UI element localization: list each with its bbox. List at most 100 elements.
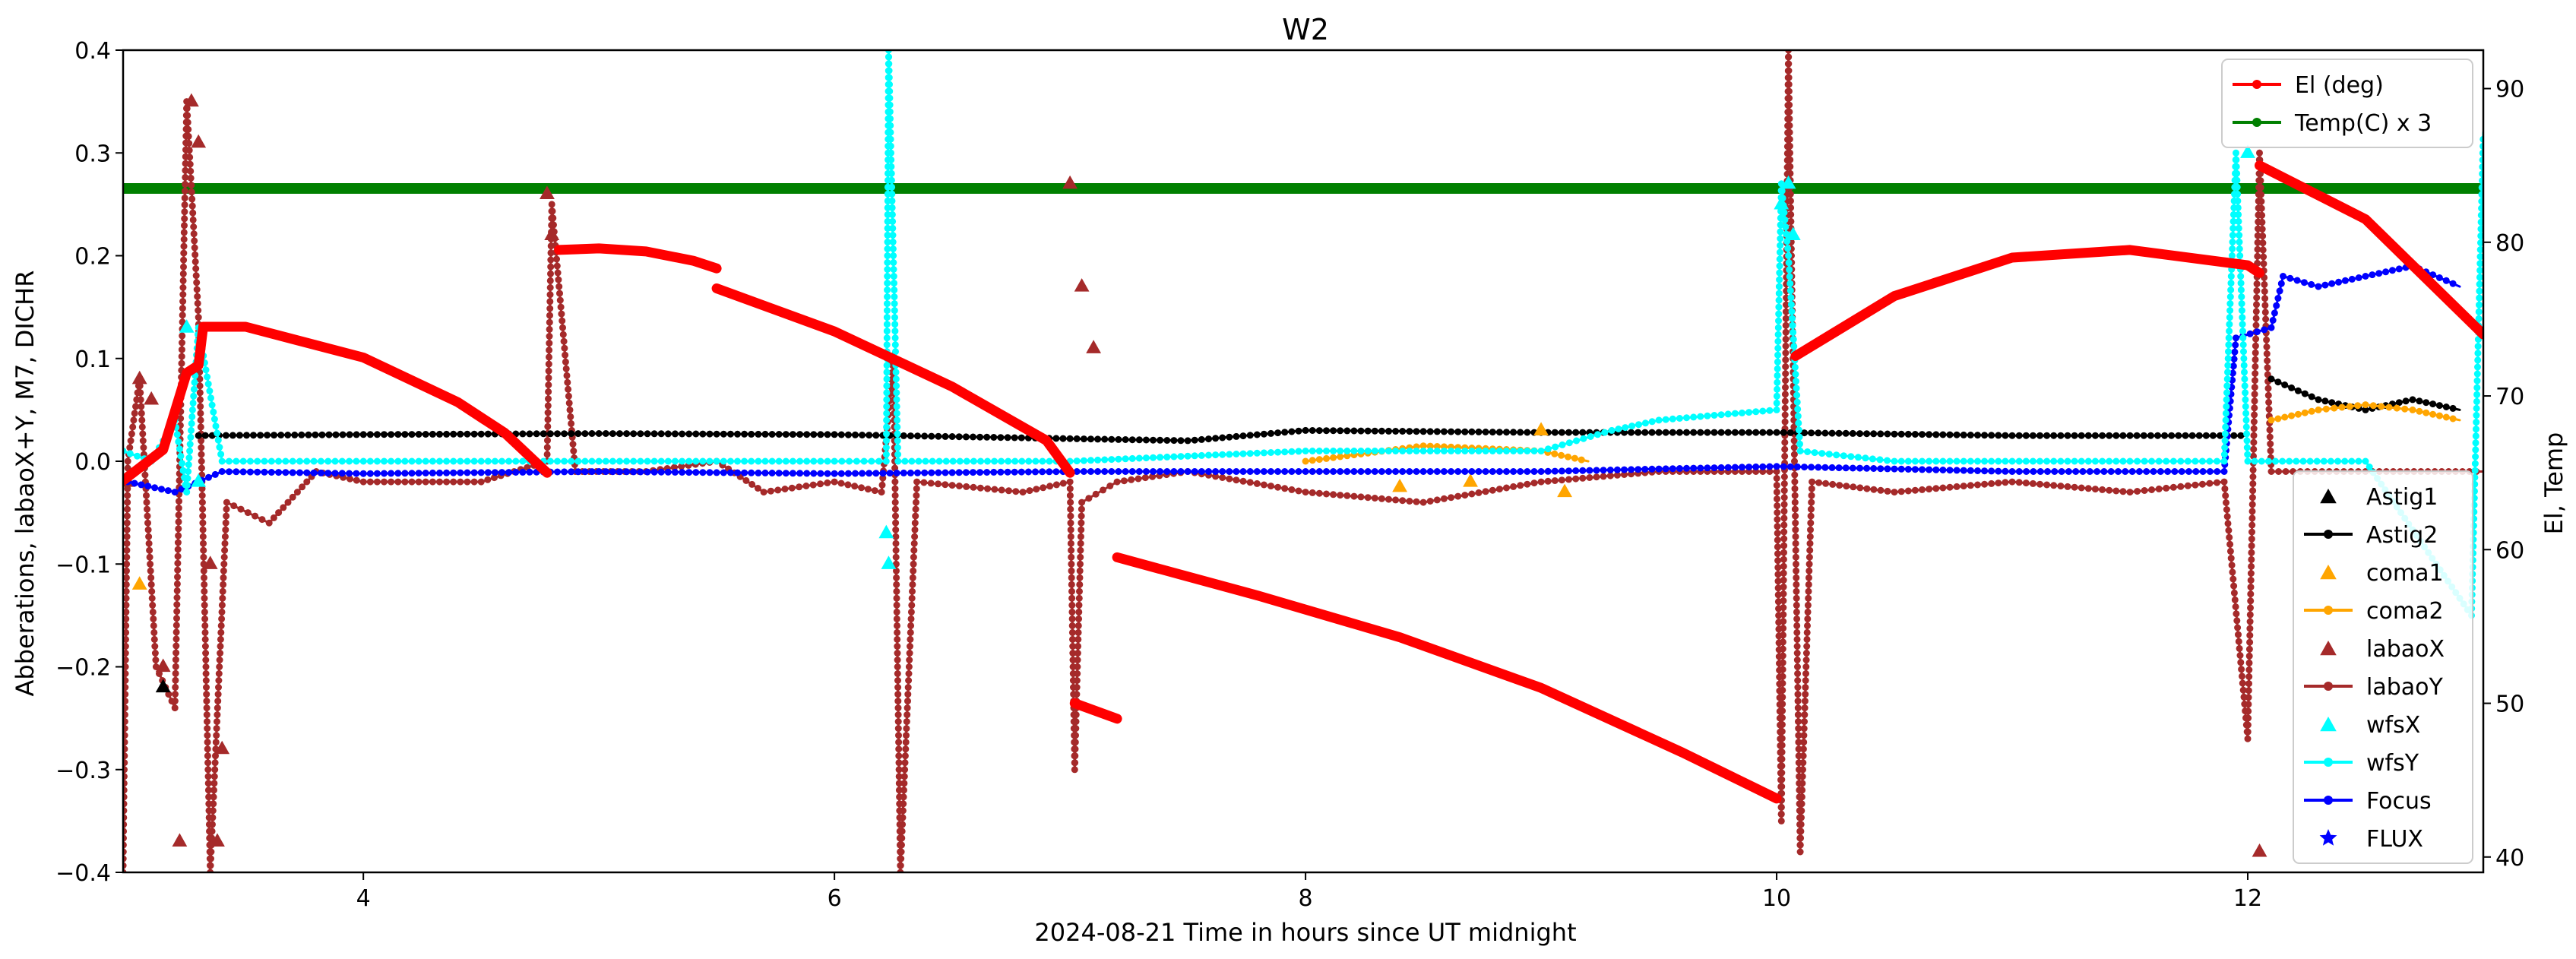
data-point-wfsy — [2239, 341, 2247, 349]
data-point-wfsy — [2475, 315, 2483, 322]
data-point-labaoy — [2099, 486, 2106, 493]
data-point-coma2 — [2393, 404, 2400, 412]
data-point-wfsy — [1039, 457, 1046, 465]
data-point-labaoy — [1787, 204, 1795, 211]
data-point-labaoy — [1072, 732, 1079, 739]
data-point-wfsy — [882, 451, 890, 458]
data-point-labaoy — [1795, 732, 1802, 739]
data-point-focus — [233, 468, 240, 476]
data-point-labaoy — [1884, 487, 1891, 495]
data-point-astig2 — [859, 432, 866, 438]
data-point-labaoy — [220, 581, 227, 588]
data-point-focus — [415, 470, 422, 477]
data-point-labaoy — [1774, 584, 1782, 592]
data-point-labaoy — [1919, 486, 1926, 493]
data-point-labaoy — [796, 483, 803, 491]
data-point-labaoy — [1078, 512, 1085, 520]
data-point-wfsy — [2119, 457, 2127, 465]
data-point-labaoy — [252, 512, 259, 520]
data-point-wfsy — [1122, 455, 1129, 463]
data-point-coma2 — [1551, 450, 1559, 457]
data-point-labaoy — [1046, 483, 1054, 490]
data-point-labaoy — [192, 272, 200, 280]
data-point-focus — [2449, 280, 2457, 287]
data-point-astig2 — [568, 430, 575, 438]
data-point-focus — [1690, 464, 1698, 472]
data-point-wfsy — [233, 457, 240, 465]
data-point-wfsy — [394, 457, 402, 465]
data-point-wfsy — [2240, 348, 2247, 356]
y-tick-label: 0.4 — [74, 38, 111, 65]
data-point-labaoy — [144, 526, 152, 533]
data-point-labaoy — [2134, 488, 2141, 495]
data-point-labaoy — [1786, 108, 1793, 116]
data-point-wfsy — [888, 190, 896, 198]
data-point-focus — [1974, 467, 1981, 474]
data-point-labaoy — [203, 698, 210, 705]
data-point-labaoy — [2265, 398, 2273, 406]
data-point-astig2 — [1108, 435, 1116, 443]
data-point-labaoy — [179, 318, 186, 326]
data-point-labaoy — [1069, 650, 1077, 657]
data-point-labaoy — [1791, 498, 1799, 506]
data-point-labaoy — [1026, 487, 1033, 495]
data-point-labaoy — [198, 437, 205, 445]
data-point-wfsy — [889, 245, 897, 252]
data-point-wfsy — [884, 217, 891, 225]
data-point-labaoy — [204, 725, 211, 733]
data-point-focus — [671, 468, 679, 476]
data-point-focus — [2253, 328, 2261, 336]
data-point-labaoy — [221, 546, 229, 554]
legend-marker-triangle — [2320, 565, 2337, 580]
data-point-astig2 — [2112, 432, 2120, 439]
data-point-coma2 — [2322, 405, 2330, 413]
legend-marker-dot — [2324, 796, 2333, 805]
data-point-wfsy — [2126, 457, 2134, 465]
data-point-astig2 — [2395, 399, 2403, 407]
data-point-wfsy — [1468, 448, 1476, 454]
data-point-astig2 — [872, 432, 880, 439]
data-point-astig2 — [1385, 427, 1392, 435]
data-point-labaoy — [941, 481, 949, 489]
data-point-coma2 — [2429, 410, 2437, 418]
data-point-focus — [859, 470, 866, 477]
data-point-labaoy — [185, 147, 193, 154]
data-point-wfsy — [2241, 369, 2248, 376]
data-point-focus — [644, 468, 651, 476]
data-point-astig2 — [2217, 432, 2224, 439]
data-point-labaoy — [2253, 294, 2261, 302]
data-point-labaoy — [1792, 512, 1799, 520]
data-point-wfsy — [1774, 331, 1782, 338]
data-point-labaoy — [123, 745, 128, 753]
data-point-labaoy — [179, 305, 186, 312]
data-point-wfsy — [1601, 429, 1609, 436]
data-point-wfsy — [1683, 414, 1690, 422]
data-point-astig2 — [1142, 436, 1150, 444]
data-point-focus — [900, 469, 907, 476]
data-point-labaoy — [891, 492, 899, 499]
data-point-labaoy — [123, 704, 128, 712]
data-point-labaoy — [1794, 704, 1802, 712]
data-point-wfsy — [1128, 454, 1136, 462]
data-point-labaoy — [178, 359, 185, 367]
data-point-labaoy — [2191, 481, 2199, 489]
data-point-astig2 — [477, 430, 485, 438]
data-point-astig2 — [1773, 429, 1780, 436]
data-point-coma2 — [1315, 456, 1323, 464]
data-point-labaoy — [1799, 752, 1807, 760]
data-point-coma2 — [2416, 407, 2423, 415]
data-point-labaoy — [197, 416, 204, 424]
data-point-wfsy — [886, 94, 894, 102]
data-point-focus — [1191, 468, 1198, 475]
data-point-astig2 — [1378, 427, 1385, 435]
data-point-labaoy — [2251, 397, 2258, 405]
data-point-labaoy — [2245, 666, 2253, 673]
data-point-labaoy — [894, 650, 901, 657]
data-point-coma2 — [2435, 412, 2443, 419]
data-point-labaoy — [1385, 495, 1392, 503]
data-point-labaoy — [1461, 492, 1469, 499]
data-point-astig2 — [1191, 436, 1198, 444]
data-point-astig2 — [464, 430, 471, 438]
data-point-wfsy — [1662, 416, 1669, 423]
data-point-wfsy — [188, 419, 195, 427]
